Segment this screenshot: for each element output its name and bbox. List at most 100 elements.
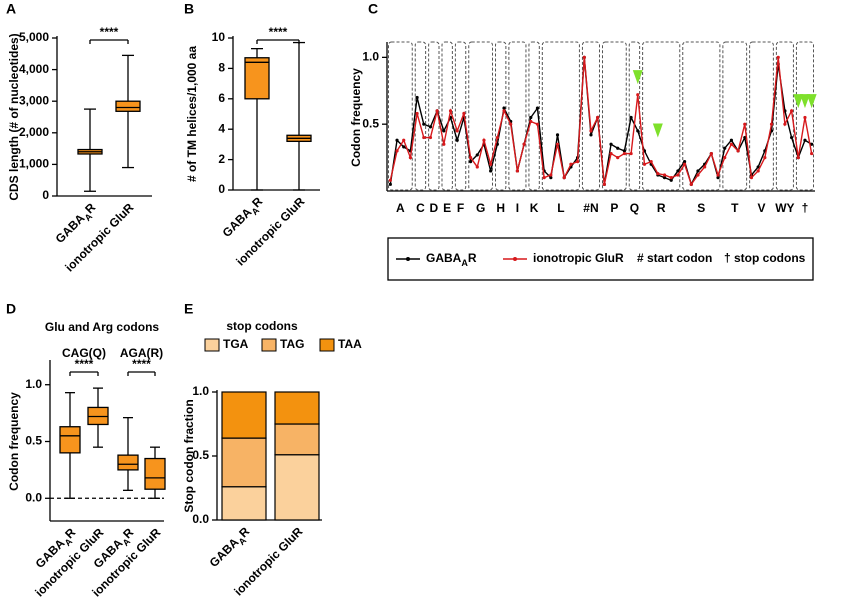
y-tick-label: 0 xyxy=(218,182,225,196)
x-tick-label: V xyxy=(757,201,765,215)
x-tick-label: L xyxy=(557,201,564,215)
point xyxy=(743,135,747,140)
y-tick-label: 0.5 xyxy=(192,448,209,462)
point xyxy=(442,129,446,133)
panel-letter: B xyxy=(184,1,194,17)
point xyxy=(682,162,687,166)
bar-segment xyxy=(221,391,267,439)
point xyxy=(622,149,627,153)
point xyxy=(562,176,566,180)
point xyxy=(723,146,727,150)
point xyxy=(535,122,540,126)
point xyxy=(468,155,473,160)
point xyxy=(803,115,807,120)
point xyxy=(676,173,680,177)
panel-letter: E xyxy=(184,301,193,317)
codon-group-box xyxy=(682,41,721,191)
point xyxy=(622,151,627,156)
x-tick-label: R xyxy=(657,201,666,215)
annotation-arrow xyxy=(793,94,804,109)
point xyxy=(669,178,673,182)
panel-title: stop codons xyxy=(226,319,298,333)
point xyxy=(629,151,633,156)
y-tick-label: 0.0 xyxy=(25,490,42,504)
point xyxy=(489,169,493,173)
x-tick-label: F xyxy=(457,201,464,215)
codon-group-box xyxy=(468,41,493,191)
point xyxy=(395,138,399,142)
x-tick-label: C xyxy=(416,201,425,215)
point xyxy=(769,122,774,126)
legend-swatch xyxy=(319,338,335,352)
group-label: CAG(Q) xyxy=(62,346,106,360)
point xyxy=(796,155,800,160)
significance-label: **** xyxy=(269,25,288,39)
point xyxy=(629,115,633,120)
point xyxy=(408,155,413,160)
y-tick-label: 8 xyxy=(218,61,225,75)
point xyxy=(455,138,459,142)
panel-letter: A xyxy=(6,1,16,17)
x-tick-label: A xyxy=(396,201,405,215)
point xyxy=(529,115,533,120)
point xyxy=(542,176,546,180)
x-tick-label: WY xyxy=(775,201,794,215)
point xyxy=(676,169,680,173)
point xyxy=(656,172,660,176)
point xyxy=(422,122,426,126)
x-tick-label: S xyxy=(697,201,705,215)
y-tick-label: 1.0 xyxy=(362,50,379,64)
legend-swatch xyxy=(261,338,277,352)
point xyxy=(415,95,419,100)
point xyxy=(442,142,446,146)
point xyxy=(515,169,520,173)
codon-group-box xyxy=(795,41,814,191)
legend-note: † stop codons xyxy=(724,251,806,265)
y-tick-label: 4,000 xyxy=(19,62,49,76)
point xyxy=(555,142,560,146)
point xyxy=(723,155,727,160)
point xyxy=(636,93,640,97)
point xyxy=(803,138,807,142)
box xyxy=(144,457,166,490)
y-tick-label: 0 xyxy=(42,188,49,202)
point xyxy=(716,176,720,180)
point xyxy=(522,142,526,146)
y-axis-label: CDS length (# of nucleotides) xyxy=(7,33,21,200)
legend-box xyxy=(387,237,814,281)
y-tick-label: 2 xyxy=(218,152,225,166)
point xyxy=(509,122,513,126)
point xyxy=(402,145,406,149)
x-tick-label: #N xyxy=(583,201,598,215)
point xyxy=(589,133,593,137)
point xyxy=(455,129,459,133)
codon-group-box xyxy=(541,41,580,191)
codon-group-box xyxy=(602,41,627,191)
point xyxy=(415,111,419,116)
point xyxy=(616,155,620,160)
bar-segment xyxy=(274,454,320,521)
codon-group-box xyxy=(749,41,774,191)
x-tick-label: P xyxy=(610,201,618,215)
y-tick-label: 6 xyxy=(218,91,225,105)
point xyxy=(495,135,499,140)
point xyxy=(549,176,553,180)
point xyxy=(529,119,533,124)
annotation-arrow xyxy=(632,70,643,85)
y-tick-label: 4 xyxy=(218,121,225,135)
point xyxy=(555,133,560,137)
point xyxy=(763,155,767,160)
point xyxy=(575,160,580,164)
significance-label: **** xyxy=(100,25,119,39)
legend-label: ionotropic GluR xyxy=(533,251,624,265)
point xyxy=(489,162,493,166)
point xyxy=(609,151,613,156)
x-tick-label: Q xyxy=(630,201,639,215)
codon-group-box xyxy=(581,41,600,191)
point xyxy=(789,135,794,140)
x-tick-label: H xyxy=(496,201,505,215)
point xyxy=(428,135,433,140)
point xyxy=(642,162,647,166)
codon-group-box xyxy=(775,41,794,191)
point xyxy=(482,138,486,142)
